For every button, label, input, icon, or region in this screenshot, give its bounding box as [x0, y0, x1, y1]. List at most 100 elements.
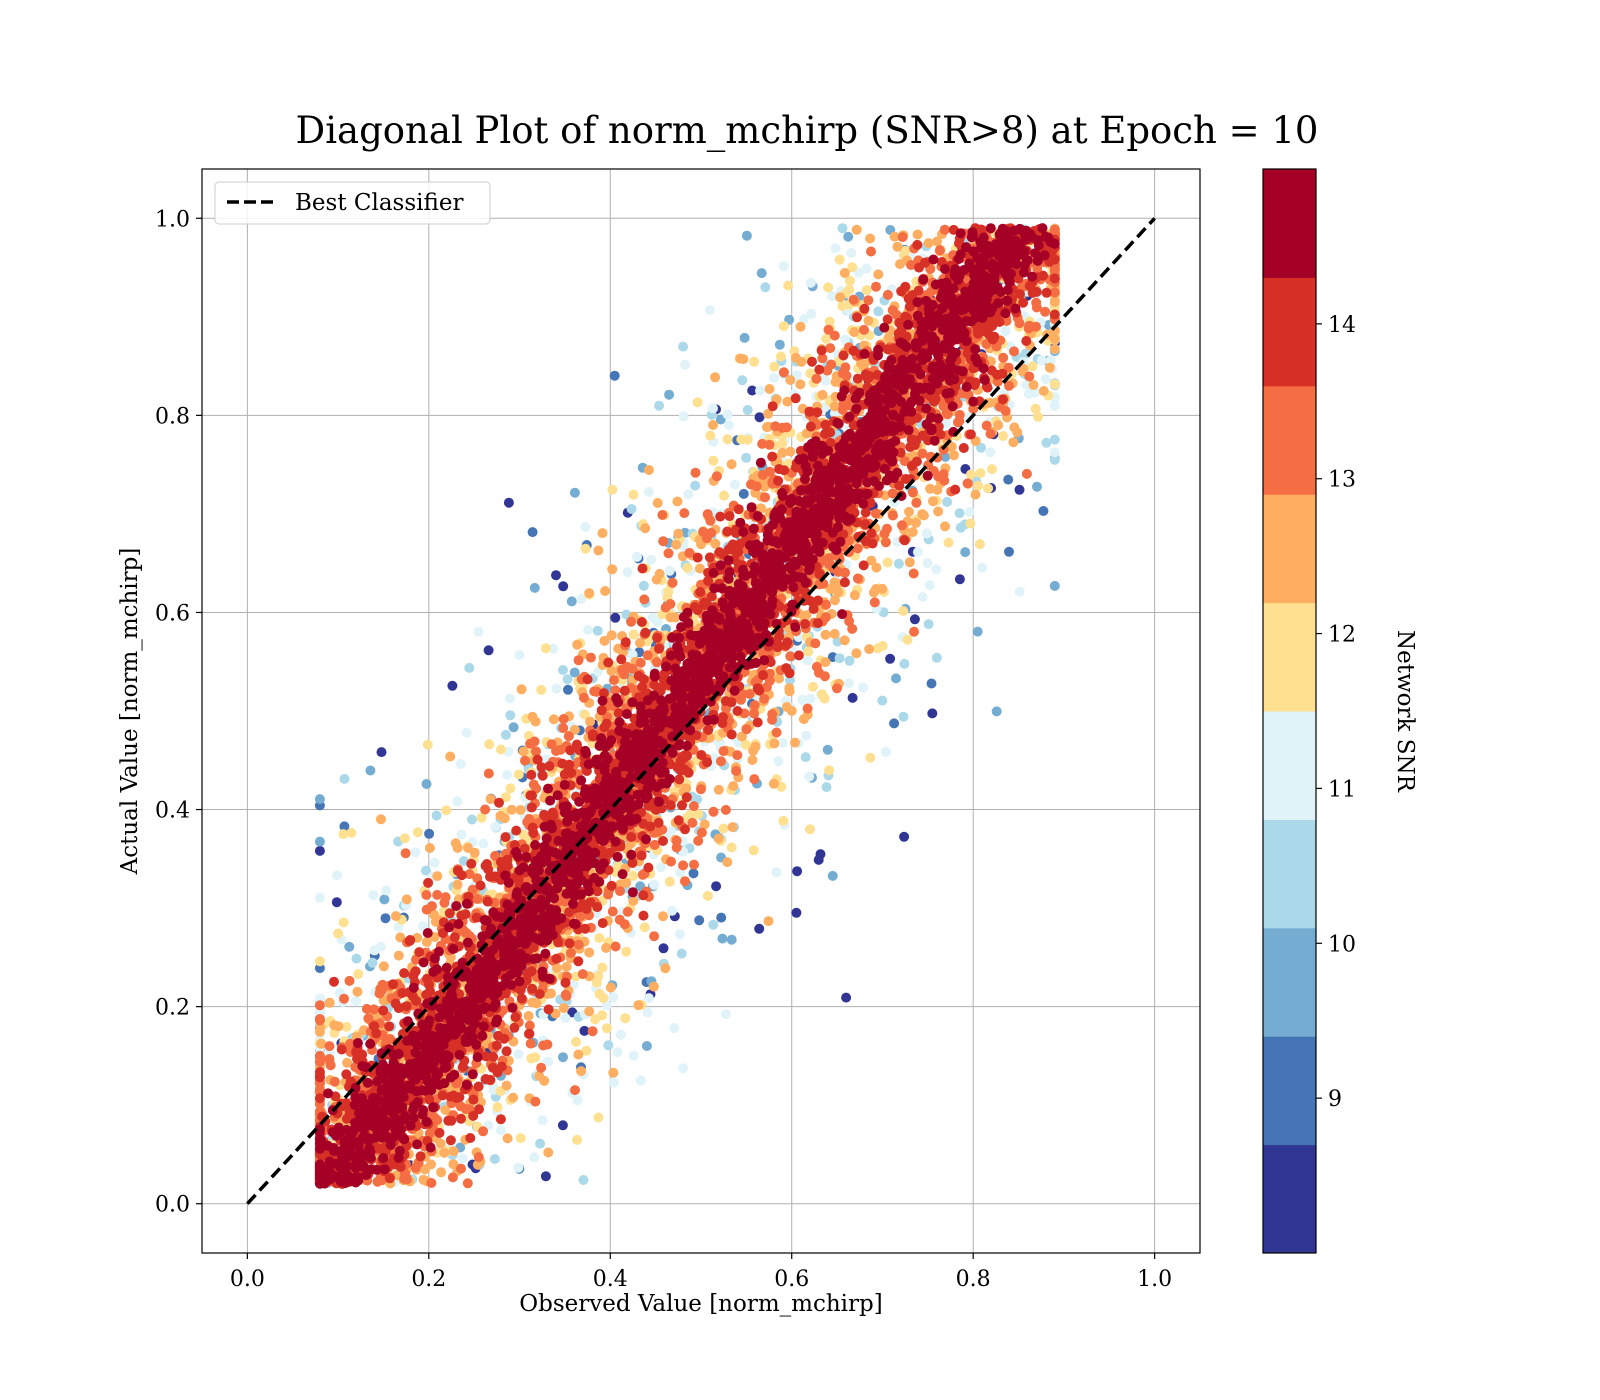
scatter-point — [652, 498, 663, 508]
scatter-point — [847, 623, 858, 634]
scatter-point — [537, 1115, 548, 1126]
scatter-point — [683, 489, 694, 500]
scatter-point — [500, 729, 511, 740]
scatter-point — [441, 805, 452, 816]
scatter-point — [585, 652, 596, 663]
scatter-point — [1041, 437, 1052, 448]
scatter-point — [530, 716, 541, 727]
scatter-point — [785, 651, 796, 662]
scatter-point — [954, 409, 965, 420]
scatter-point — [777, 438, 788, 449]
scatter-point — [702, 890, 713, 901]
scatter-point — [834, 653, 845, 664]
scatter-point — [621, 877, 632, 888]
scatter-point — [473, 626, 484, 637]
scatter-point — [593, 1112, 604, 1123]
scatter-point — [460, 927, 471, 938]
scatter-point — [817, 389, 828, 400]
scatter-point — [664, 389, 675, 400]
scatter-point — [840, 362, 851, 373]
scatter-point — [939, 224, 950, 235]
scatter-point — [710, 372, 721, 383]
scatter-point — [932, 484, 943, 495]
scatter-point — [829, 577, 840, 588]
scatter-point — [749, 700, 760, 711]
scatter-point — [827, 291, 838, 301]
scatter-point — [690, 480, 701, 491]
scatter-point — [680, 876, 690, 887]
scatter-point — [851, 224, 862, 235]
scatter-point — [351, 953, 362, 964]
scatter-point — [584, 588, 595, 599]
scatter-point — [680, 359, 690, 370]
scatter-point — [562, 674, 573, 685]
scatter-point — [829, 628, 840, 639]
scatter-point — [823, 282, 834, 293]
scatter-point — [802, 655, 813, 666]
scatter-point — [808, 681, 818, 692]
scatter-point — [606, 630, 617, 641]
scatter-point — [924, 580, 935, 591]
scatter-point — [456, 829, 467, 840]
scatter-point — [972, 626, 983, 637]
scatter-point — [526, 769, 537, 780]
scatter-point — [664, 565, 675, 576]
scatter-point — [341, 1021, 352, 1032]
scatter-point — [902, 634, 913, 645]
scatter-point — [649, 879, 660, 890]
scatter-point — [922, 558, 933, 569]
scatter-point — [844, 655, 855, 666]
scatter-point — [680, 824, 690, 835]
scatter-point — [708, 420, 718, 430]
scatter-point — [480, 804, 491, 815]
scatter-point — [805, 421, 816, 432]
scatter-point — [667, 577, 678, 588]
scatter-point — [390, 911, 401, 922]
scatter-point — [899, 831, 910, 842]
scatter-point — [728, 781, 739, 792]
scatter-point — [566, 596, 577, 607]
scatter-point — [908, 568, 919, 579]
scatter-point — [584, 1006, 595, 1017]
scatter-point — [844, 284, 855, 295]
scatter-point — [620, 1013, 631, 1024]
scatter-point — [658, 911, 668, 922]
scatter-point — [579, 1025, 590, 1036]
scatter-point — [769, 361, 780, 372]
scatter-point — [858, 560, 869, 571]
scatter-point — [649, 931, 660, 942]
scatter-point — [713, 784, 724, 795]
scatter-point — [601, 1023, 612, 1034]
scatter-point — [671, 835, 682, 846]
scatter-point — [490, 821, 501, 832]
scatter-point — [424, 828, 435, 839]
scatter-point — [839, 268, 850, 278]
scatter-point — [897, 232, 908, 243]
scatter-point — [525, 1038, 536, 1049]
scatter-point — [478, 1126, 489, 1137]
scatter-point — [1049, 344, 1060, 354]
scatter-point — [863, 295, 874, 306]
scatter-point — [638, 580, 649, 591]
scatter-point — [741, 452, 752, 463]
scatter-point — [803, 646, 814, 657]
scatter-point — [543, 1147, 554, 1158]
scatter-point — [778, 367, 789, 378]
scatter-point — [942, 496, 953, 507]
scatter-point — [801, 730, 812, 741]
scatter-point — [469, 847, 480, 858]
scatter-point — [573, 939, 584, 950]
scatter-point — [897, 520, 907, 531]
scatter-point — [858, 682, 869, 693]
scatter-point — [704, 305, 715, 316]
scatter-point — [529, 736, 540, 747]
scatter-point — [529, 1152, 540, 1163]
scatter-point — [542, 1039, 553, 1050]
scatter-point — [558, 1052, 568, 1063]
scatter-point — [926, 678, 937, 689]
scatter-point — [410, 1162, 421, 1173]
scatter-point — [607, 906, 618, 917]
scatter-point — [773, 756, 784, 767]
scatter-point — [1008, 437, 1019, 448]
